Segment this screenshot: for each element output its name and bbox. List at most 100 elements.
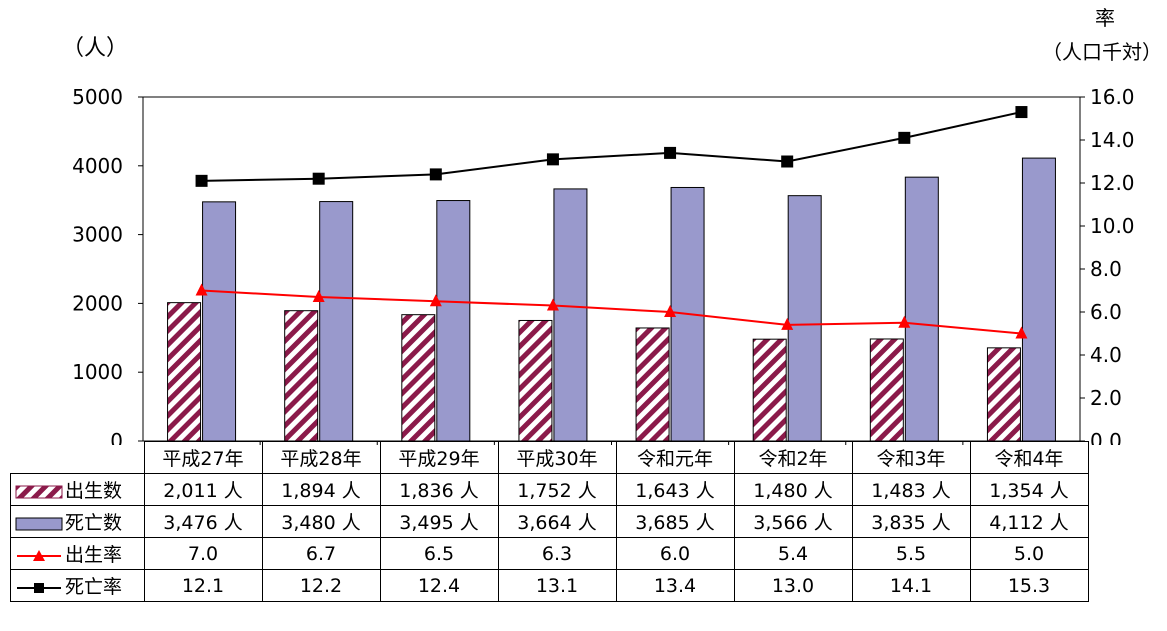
deaths-bar xyxy=(1021,157,1056,442)
birth-rate-point xyxy=(546,298,559,311)
value-cell: 2,011 人 xyxy=(143,473,263,506)
death-rate-line xyxy=(201,111,1022,182)
table-row-deaths: 死亡数 3,476 人 3,480 人 3,495 人 3,664 人 3,68… xyxy=(10,505,1089,538)
births-bar xyxy=(986,347,1021,442)
right-tick-label: 2.0 xyxy=(1090,386,1122,410)
right-axis-unit-line1: 率 xyxy=(1095,6,1115,30)
series-name: 出生数 xyxy=(65,480,123,502)
value-cell: 1,894 人 xyxy=(261,473,381,506)
birth-rate-point xyxy=(781,317,794,330)
table-row-births: 出生数 2,011 人 1,894 人 1,836 人 1,752 人 1,64… xyxy=(10,473,1089,506)
value-cell: 4,112 人 xyxy=(969,505,1089,538)
value-cell: 1,480 人 xyxy=(733,473,853,506)
value-cell: 1,483 人 xyxy=(851,473,971,506)
left-axis-unit: （人） xyxy=(62,36,128,61)
value-cell: 12.4 xyxy=(379,569,499,602)
births-bar xyxy=(635,327,670,442)
plot-frame xyxy=(142,96,1081,442)
value-cell: 3,566 人 xyxy=(733,505,853,538)
series-name: 死亡率 xyxy=(65,576,123,598)
data-table: 平成27年 平成28年 平成29年 平成30年 令和元年 令和2年 令和3年 令… xyxy=(10,441,1089,602)
value-cell: 1,354 人 xyxy=(969,473,1089,506)
value-cell: 6.7 xyxy=(261,537,381,570)
right-axis-unit-line2: （人口千対） xyxy=(1042,40,1162,64)
legend-death-rate: 死亡率 xyxy=(10,569,145,602)
death-rate-point xyxy=(781,155,794,168)
death-rate-point xyxy=(429,168,442,181)
year-cell: 平成30年 xyxy=(497,441,617,474)
deaths-bar xyxy=(553,188,588,442)
year-cell: 令和元年 xyxy=(615,441,735,474)
left-tick-label: 2000 xyxy=(72,291,123,315)
legend-birth-rate: 出生率 xyxy=(10,537,145,570)
deaths-bar xyxy=(202,201,237,442)
death-rate-point xyxy=(546,153,559,166)
value-cell: 15.3 xyxy=(969,569,1089,602)
year-cell: 令和2年 xyxy=(733,441,853,474)
left-tick-label: 4000 xyxy=(72,154,123,178)
births-bar xyxy=(167,302,202,442)
year-cell: 平成27年 xyxy=(143,441,263,474)
birth-rate-point xyxy=(1015,326,1028,339)
year-cell: 令和3年 xyxy=(851,441,971,474)
value-cell: 5.5 xyxy=(851,537,971,570)
value-cell: 6.5 xyxy=(379,537,499,570)
value-cell: 13.1 xyxy=(497,569,617,602)
value-cell: 14.1 xyxy=(851,569,971,602)
death-rate-point xyxy=(664,146,677,159)
value-cell: 1,752 人 xyxy=(497,473,617,506)
deaths-bar xyxy=(904,176,939,442)
right-tick-label: 16.0 xyxy=(1090,85,1135,109)
birth-rate-point xyxy=(664,305,677,317)
left-tick-label: 0 xyxy=(110,429,123,445)
value-cell: 6.0 xyxy=(615,537,735,570)
birth-rate-point xyxy=(195,283,208,296)
square-line-icon xyxy=(15,581,63,595)
death-rate-point xyxy=(195,174,208,187)
value-cell: 5.4 xyxy=(733,537,853,570)
right-tick-label: 14.0 xyxy=(1090,128,1135,152)
value-cell: 3,495 人 xyxy=(379,505,499,538)
legend-deaths: 死亡数 xyxy=(10,505,145,538)
birth-rate-point xyxy=(312,289,325,302)
births-bar xyxy=(518,319,553,442)
legend-births: 出生数 xyxy=(10,473,145,506)
deaths-bar xyxy=(436,200,471,442)
year-cell: 平成28年 xyxy=(261,441,381,474)
right-tick-label: 0.0 xyxy=(1090,429,1122,445)
table-row-death-rate: 死亡率 12.1 12.2 12.4 13.1 13.4 13.0 14.1 1… xyxy=(10,569,1089,602)
value-cell: 13.4 xyxy=(615,569,735,602)
triangle-line-icon xyxy=(15,549,63,563)
death-rate-point xyxy=(312,172,325,185)
chart: （人） 率 （人口千対） 0 1000 2000 3000 4000 5000 0.0 2.0… xyxy=(62,6,1162,445)
left-tick-label: 3000 xyxy=(72,223,123,247)
birth-rate-point xyxy=(429,294,442,307)
right-tick-label: 12.0 xyxy=(1090,171,1135,195)
value-cell: 7.0 xyxy=(143,537,263,570)
value-cell: 12.1 xyxy=(143,569,263,602)
hatch-swatch-icon xyxy=(15,485,63,499)
value-cell: 3,476 人 xyxy=(143,505,263,538)
value-cell: 3,835 人 xyxy=(851,505,971,538)
value-cell: 12.2 xyxy=(261,569,381,602)
table-header-row: 平成27年 平成28年 平成29年 平成30年 令和元年 令和2年 令和3年 令… xyxy=(11,441,1089,474)
value-cell: 3,685 人 xyxy=(615,505,735,538)
deaths-bar xyxy=(787,195,822,442)
births-bar xyxy=(401,314,436,442)
value-cell: 13.0 xyxy=(733,569,853,602)
value-cell: 1,836 人 xyxy=(379,473,499,506)
right-tick-label: 8.0 xyxy=(1090,257,1122,281)
right-tick-label: 6.0 xyxy=(1090,300,1122,324)
series-name: 死亡数 xyxy=(65,512,123,534)
value-cell: 3,664 人 xyxy=(497,505,617,538)
value-cell: 3,480 人 xyxy=(261,505,381,538)
birth-rate-point xyxy=(898,315,911,328)
bar-swatch-icon xyxy=(15,517,63,531)
deaths-bar xyxy=(319,201,354,442)
death-rate-point xyxy=(1015,106,1028,119)
births-bar xyxy=(752,338,787,442)
left-tick-label: 5000 xyxy=(72,85,123,109)
value-cell: 6.3 xyxy=(497,537,617,570)
left-tick-label: 1000 xyxy=(72,360,123,384)
right-tick-label: 4.0 xyxy=(1090,343,1122,367)
